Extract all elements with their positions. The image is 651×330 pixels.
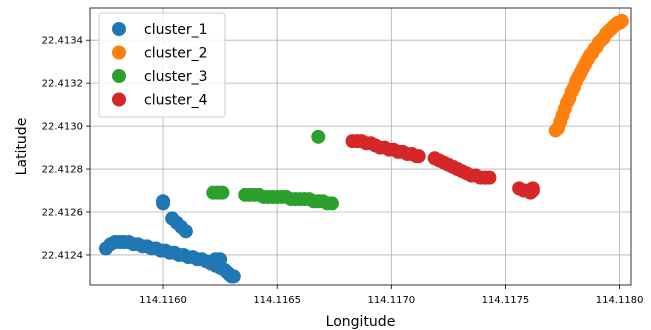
x-tick-label: 114.1180	[596, 295, 644, 306]
data-point	[178, 224, 193, 239]
legend-entry: cluster_2	[144, 46, 208, 62]
y-tick-label: 22.4124	[42, 250, 83, 261]
cluster_2-series	[548, 13, 629, 138]
x-tick-label: 114.1175	[482, 295, 530, 306]
plot-frame	[89, 7, 632, 286]
legend-box	[98, 12, 226, 118]
data-point	[614, 13, 629, 28]
y-tick-label: 22.4126	[42, 207, 83, 218]
x-tick-label: 114.1165	[253, 295, 301, 306]
y-tick-label: 22.4132	[42, 79, 83, 90]
data-point	[311, 129, 326, 144]
data-point	[226, 269, 241, 284]
legend-entry: cluster_3	[144, 69, 208, 85]
y-tick-label: 22.4130	[42, 122, 83, 133]
x-tick-label: 114.1170	[367, 295, 415, 306]
x-tick-label: 114.1160	[139, 295, 187, 306]
data-point	[523, 185, 538, 200]
data-point	[482, 170, 497, 185]
y-tick-label: 22.4134	[42, 36, 83, 47]
legend-marker	[112, 22, 126, 36]
legend-marker	[112, 69, 126, 83]
y-axis-ticks: 22.4124 22.4126 22.4128 22.4130 22.4132 22.41…	[42, 36, 90, 261]
cluster_4-series	[345, 134, 540, 200]
data-point	[324, 196, 339, 211]
legend-entry: cluster_1	[144, 22, 208, 38]
cluster_1-series	[98, 194, 241, 284]
x-axis-label: Longitude	[326, 314, 396, 330]
y-tick-label: 22.4128	[42, 165, 83, 176]
legend-marker	[112, 92, 126, 107]
data-point	[411, 149, 426, 164]
legend: cluster_1 cluster_2 cluster_3 cluster_4	[98, 12, 226, 118]
y-axis-label: Latitude	[14, 118, 30, 176]
legend-marker	[112, 45, 126, 60]
legend-entry: cluster_4	[144, 93, 208, 109]
data-point	[208, 252, 223, 267]
scatter-points	[98, 13, 629, 284]
x-axis-ticks: 114.1160 114.1165 114.1170 114.1175 114.1180	[139, 285, 643, 306]
data-point	[215, 185, 230, 200]
cluster_3-series	[206, 129, 339, 211]
data-point	[156, 196, 171, 211]
